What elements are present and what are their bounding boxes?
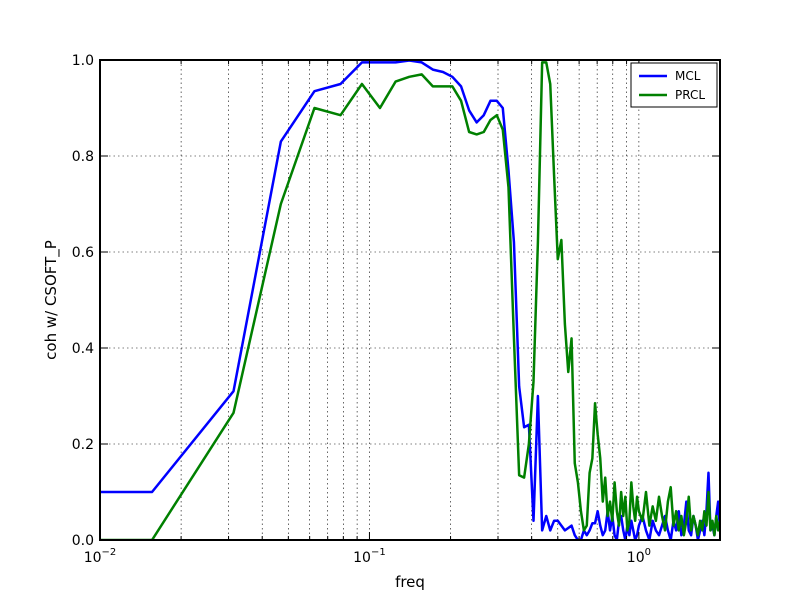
plot-area bbox=[100, 60, 720, 540]
axis-ticks bbox=[99, 59, 721, 541]
legend-label-mcl: MCL bbox=[675, 69, 701, 83]
y-tick-label: 0.2 bbox=[72, 437, 94, 453]
y-tick-label: 0.8 bbox=[72, 149, 94, 165]
series-line-prcl bbox=[100, 61, 720, 540]
series-line-mcl bbox=[100, 60, 720, 540]
tick-labels: 0.0 0.2 0.4 0.6 0.8 1.0 10−2 10−1 100 bbox=[72, 53, 651, 566]
x-axis-label: freq bbox=[395, 573, 425, 591]
x-tick-label: 100 bbox=[627, 547, 651, 566]
x-tick-label: 10−2 bbox=[84, 547, 117, 566]
legend-label-prcl: PRCL bbox=[675, 88, 705, 102]
y-axis-label: coh w/ CSOFT_P bbox=[42, 240, 61, 360]
legend-box bbox=[630, 62, 718, 108]
y-tick-label: 0.6 bbox=[72, 245, 94, 261]
y-tick-label: 0.4 bbox=[72, 341, 94, 357]
legend: MCL PRCL bbox=[630, 62, 718, 108]
x-tick-label: 10−1 bbox=[353, 547, 386, 566]
y-tick-label: 1.0 bbox=[72, 53, 94, 69]
y-tick-label: 0.0 bbox=[72, 533, 94, 549]
grid-lines bbox=[100, 60, 720, 540]
plot-frame bbox=[99, 59, 721, 541]
series-lines bbox=[100, 60, 720, 540]
